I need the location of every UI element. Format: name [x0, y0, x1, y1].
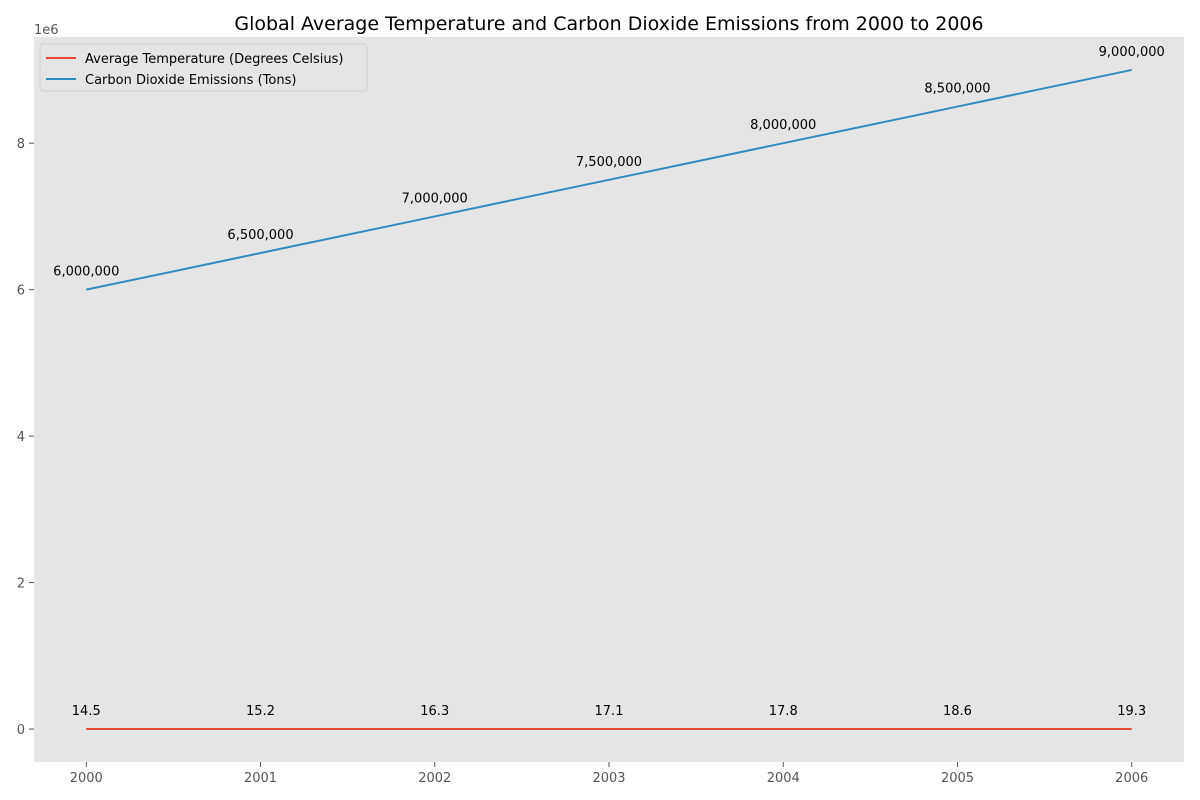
x-tick-label: 2004 — [767, 771, 800, 786]
y-tick-label: 6 — [17, 284, 25, 299]
y-tick-label: 0 — [17, 723, 25, 738]
plot-area — [34, 37, 1184, 762]
data-label: 15.2 — [246, 704, 275, 719]
y-tick-label: 2 — [17, 577, 25, 592]
data-label: 7,000,000 — [402, 191, 468, 206]
data-label: 6,000,000 — [53, 265, 119, 280]
legend-label: Average Temperature (Degrees Celsius) — [85, 52, 343, 67]
y-tick-label: 8 — [17, 137, 25, 152]
x-tick-label: 2003 — [592, 771, 625, 786]
x-tick-label: 2001 — [244, 771, 277, 786]
data-label: 16.3 — [420, 704, 449, 719]
data-label: 17.1 — [595, 704, 624, 719]
data-label: 8,500,000 — [924, 82, 990, 97]
data-label: 14.5 — [72, 704, 101, 719]
x-tick-label: 2006 — [1115, 771, 1148, 786]
x-tick-label: 2005 — [941, 771, 974, 786]
legend-box — [39, 43, 368, 92]
y-axis: 0 2 4 6 8 — [17, 137, 34, 738]
series-line-2 — [86, 68, 1132, 291]
x-axis: 2000 2001 2002 2003 2004 2005 2006 — [70, 762, 1148, 786]
data-label: 17.8 — [769, 704, 798, 719]
data-label: 19.3 — [1117, 704, 1146, 719]
data-label: 8,000,000 — [750, 118, 816, 133]
data-labels: 14.5 15.2 16.3 17.1 17.8 18.6 19.3 6,000,000 6,5… — [53, 45, 1165, 719]
data-label: 9,000,000 — [1099, 45, 1165, 60]
legend-label: Carbon Dioxide Emissions (Tons) — [85, 73, 296, 88]
x-tick-label: 2000 — [70, 771, 103, 786]
series-layer — [86, 68, 1132, 731]
data-label: 7,500,000 — [576, 155, 642, 170]
data-label: 18.6 — [943, 704, 972, 719]
x-tick-label: 2002 — [418, 771, 451, 786]
data-label: 6,500,000 — [227, 228, 293, 243]
y-tick-label: 4 — [17, 430, 25, 445]
legend: Average Temperature (Degrees Celsius) Car… — [39, 43, 368, 92]
chart-title: Global Average Temperature and Carbon Di… — [234, 13, 983, 35]
y-axis-offset-label: 1e6 — [34, 23, 59, 38]
